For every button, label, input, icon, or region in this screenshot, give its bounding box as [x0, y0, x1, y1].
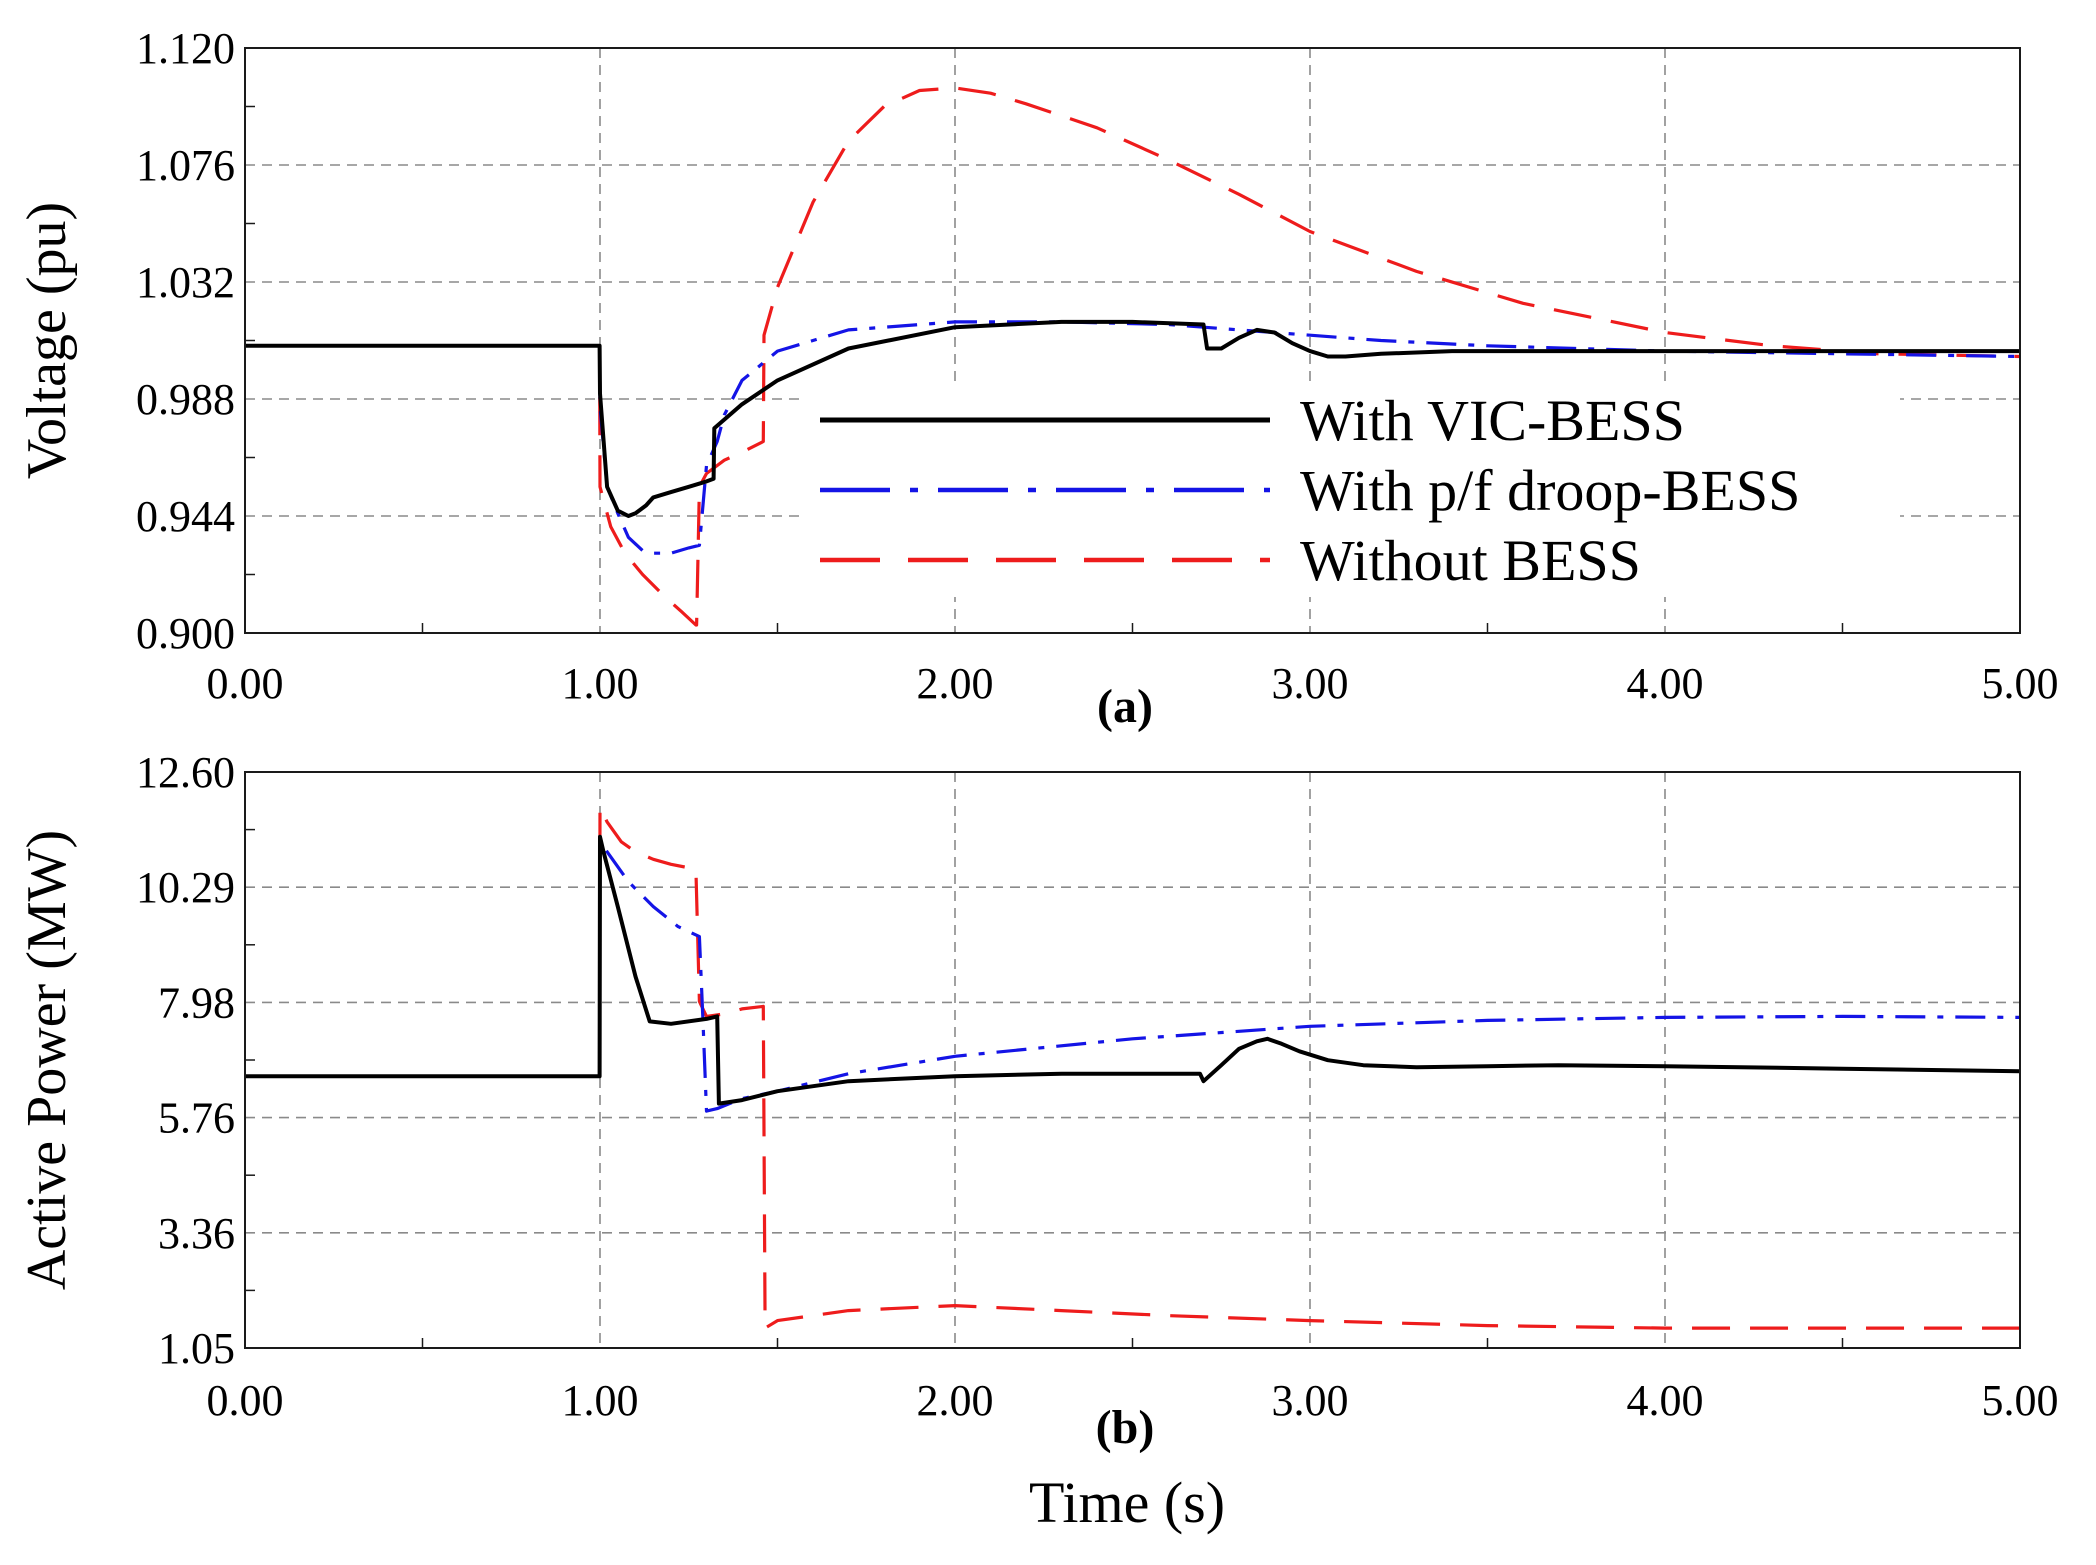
- active-power-x-tick-label: 3.00: [1272, 1376, 1349, 1425]
- voltage-series: [245, 86, 2021, 627]
- voltage-ticks: 0.00 1.00 2.00 3.00 4.00 5.00 0.900 0.944 0.988 1…: [136, 24, 2059, 708]
- panel-b-label: (b): [1096, 1401, 1155, 1454]
- active-power-y-tick-label: 7.98: [158, 978, 235, 1027]
- legend-label: With VIC-BESS: [1300, 388, 1685, 453]
- voltage-x-tick-label: 5.00: [1982, 659, 2059, 708]
- active-power-x-tick-label: 5.00: [1982, 1376, 2059, 1425]
- legend-label: With p/f droop-BESS: [1300, 458, 1800, 523]
- legend-label: Without BESS: [1300, 528, 1641, 593]
- active-power-y-tick-label: 10.29: [136, 863, 235, 912]
- voltage-x-tick-label: 2.00: [917, 659, 994, 708]
- active-power-x-tick-label: 2.00: [917, 1376, 994, 1425]
- active-power-panel: 0.00 1.00 2.00 3.00 4.00 5.00 1.05 3.36 5.76 7.98…: [16, 748, 2059, 1535]
- active-power-plot-frame: [244, 771, 2021, 1349]
- voltage-y-axis-label: Voltage (pu): [16, 202, 78, 479]
- active-power-y-tick-label: 12.60: [136, 748, 235, 797]
- x-axis-label: Time (s): [1029, 1470, 1225, 1535]
- active-power-x-tick-label: 1.00: [562, 1376, 639, 1425]
- voltage-series-with-p-f-droop-bess: [245, 320, 2021, 555]
- active-power-series-with-p-f-droop-bess: [245, 840, 2021, 1113]
- active-power-grid: [245, 772, 2020, 1348]
- active-power-ticks: 0.00 1.00 2.00 3.00 4.00 5.00 1.05 3.36 5.76 7.98…: [136, 748, 2059, 1425]
- voltage-y-tick-label: 0.988: [136, 375, 235, 424]
- active-power-y-tick-label: 1.05: [158, 1324, 235, 1373]
- voltage-y-tick-label: 0.944: [136, 492, 235, 541]
- active-power-y-tick-label: 3.36: [158, 1209, 235, 1258]
- active-power-y-axis-label: Active Power (MW): [16, 830, 78, 1290]
- active-power-x-tick-label: 0.00: [207, 1376, 284, 1425]
- voltage-y-tick-label: 1.032: [136, 258, 235, 307]
- voltage-x-tick-label: 1.00: [562, 659, 639, 708]
- active-power-series-without-bess: [245, 805, 2020, 1330]
- active-power-series: [245, 805, 2021, 1330]
- voltage-y-tick-label: 0.900: [136, 609, 235, 658]
- voltage-x-tick-label: 3.00: [1272, 659, 1349, 708]
- active-power-series-with-vic-bess: [245, 834, 2021, 1106]
- voltage-series-with-vic-bess: [245, 319, 2020, 518]
- voltage-series-without-bess: [245, 86, 2021, 627]
- panel-a-label: (a): [1097, 680, 1153, 733]
- active-power-y-tick-label: 5.76: [158, 1094, 235, 1143]
- active-power-x-tick-label: 4.00: [1627, 1376, 1704, 1425]
- voltage-x-tick-label: 0.00: [207, 659, 284, 708]
- voltage-y-tick-label: 1.076: [136, 141, 235, 190]
- voltage-y-tick-label: 1.120: [136, 24, 235, 73]
- voltage-panel: 0.00 1.00 2.00 3.00 4.00 5.00 0.900 0.944 0.988 1…: [16, 24, 2059, 733]
- voltage-x-tick-label: 4.00: [1627, 659, 1704, 708]
